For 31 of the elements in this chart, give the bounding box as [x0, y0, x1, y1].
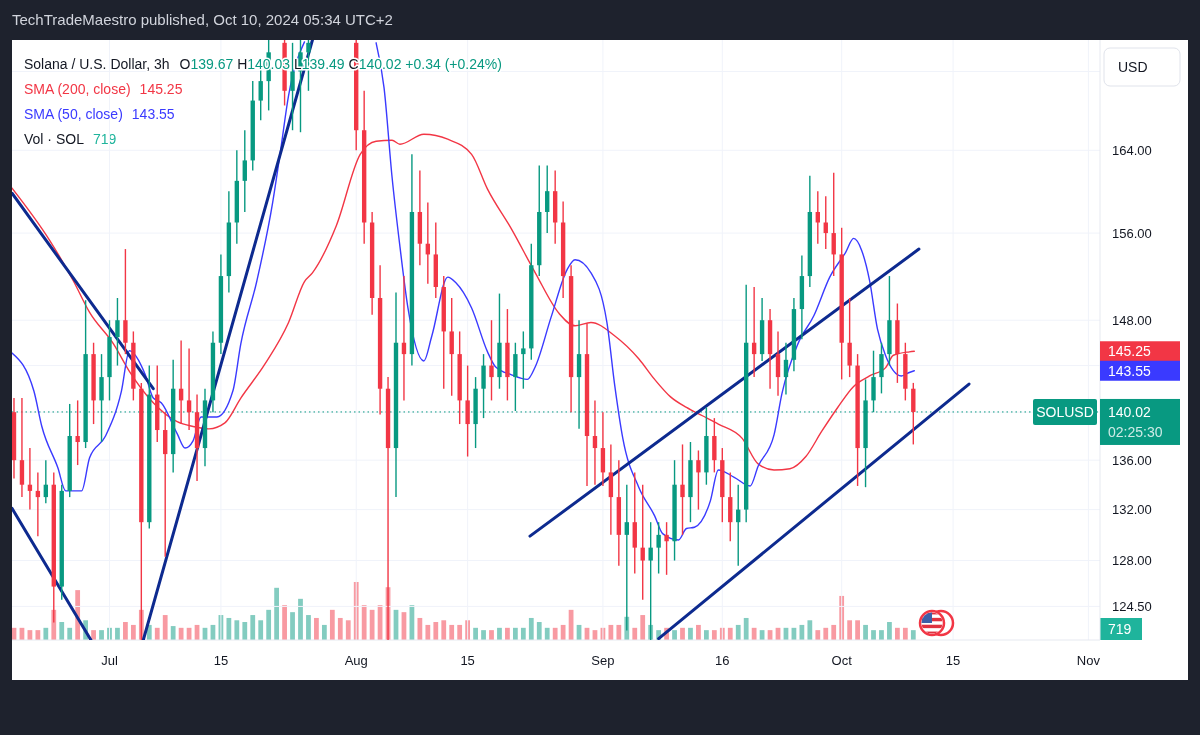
x-tick-label: 15 — [460, 652, 475, 668]
x-tick-label: 15 — [213, 652, 229, 668]
x-tick-label: 15 — [945, 652, 961, 668]
x-tick-label: Oct — [831, 652, 853, 668]
text: TechTradeMaestro published, Oct 10, 2024 05:34 UTC+2 — [12, 11, 393, 28]
text: 719 — [1108, 621, 1132, 637]
text: 143.55 — [1108, 362, 1151, 379]
x-tick-label: Nov — [1076, 652, 1101, 668]
text: SMA (50, close) — [24, 106, 123, 122]
annotation: 145.25 — [139, 81, 183, 97]
text: 140.02 — [1108, 403, 1152, 420]
text: 719 — [92, 131, 117, 147]
y-tick-label: 136.00 — [1112, 452, 1152, 468]
y-tick-label: 148.00 — [1112, 312, 1152, 328]
ref-line-label: SOLUSD — [1036, 403, 1094, 420]
text: Vol · SOL — [24, 131, 85, 147]
text: Solana / U.S. Dollar, 3h — [24, 56, 170, 72]
x-tick-label: Sep — [591, 652, 615, 668]
y-tick-label: 132.00 — [1112, 502, 1152, 518]
annotation: 143.55 — [131, 106, 175, 122]
x-tick-label: Jul — [101, 652, 118, 668]
x-tick-label: Aug — [344, 652, 368, 668]
y-tick-label: 156.00 — [1112, 225, 1152, 241]
text: SMA (200, close) — [24, 81, 131, 97]
y-tick-label: 164.00 — [1112, 142, 1152, 158]
x-tick-label: 16 — [715, 652, 730, 668]
y-tick-label: 128.00 — [1112, 553, 1152, 569]
y-axis-title: USD — [1118, 59, 1148, 75]
text: 145.25 — [1108, 343, 1151, 360]
y-tick-label: 124.50 — [1112, 598, 1152, 614]
text: 02:25:30 — [1108, 423, 1163, 440]
